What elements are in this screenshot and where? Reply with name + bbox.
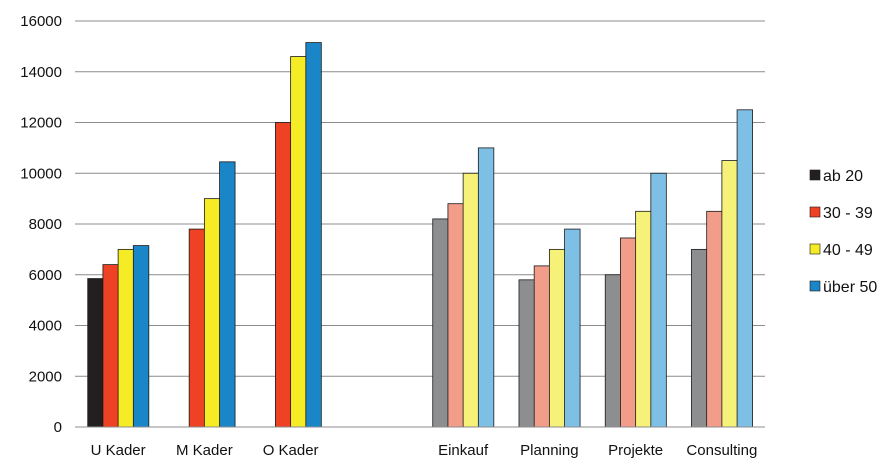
faded-series-bar [691, 248, 708, 428]
legend-swatch [809, 280, 821, 292]
faded-series-bar [721, 160, 738, 428]
faded-series-bar [635, 210, 652, 428]
x-tick-label: U Kader [91, 442, 146, 459]
faded-series-bar [564, 228, 581, 428]
y-tick-label: 6000 [29, 267, 62, 284]
faded-series-bar [432, 218, 449, 428]
legend-swatch [809, 243, 821, 255]
x-tick-label: M Kader [176, 442, 233, 459]
series-bar [117, 248, 135, 428]
x-tick-label: Consulting [686, 442, 757, 459]
series-bar [132, 245, 150, 428]
faded-series-bar [620, 237, 637, 428]
series-bar [290, 56, 307, 428]
legend-label: 30 - 39 [823, 205, 873, 222]
series-bar [203, 198, 221, 428]
faded-series-bar [477, 147, 495, 428]
series-bar [275, 122, 292, 428]
faded-series-bar [604, 274, 622, 428]
x-axis-tick-labels: U Kader M Kader O Kader Einkauf Planning Proj… [91, 442, 758, 459]
x-tick-label: Einkauf [438, 442, 489, 459]
x-tick-label: Planning [520, 442, 578, 459]
y-tick-label: 2000 [29, 368, 62, 385]
faded-series-bar [706, 210, 723, 428]
legend-swatch [809, 169, 821, 181]
bars [87, 42, 753, 428]
faded-series-bar [650, 172, 667, 428]
faded-series-bar [462, 172, 480, 428]
y-tick-label: 16000 [20, 13, 62, 30]
series-bar [305, 42, 322, 428]
y-tick-label: 14000 [20, 64, 62, 81]
series-bar [219, 161, 236, 428]
series-bar [188, 228, 206, 428]
faded-series-bar [518, 279, 535, 428]
y-tick-label: 4000 [29, 318, 62, 335]
legend-label: 40 - 49 [823, 242, 873, 259]
y-tick-label: 8000 [29, 216, 62, 233]
y-tick-label: 12000 [20, 115, 62, 132]
y-tick-label: 0 [54, 419, 62, 436]
faded-series-bar [548, 248, 566, 428]
legend-label: ab 20 [823, 168, 863, 185]
legend-label: über 50 [823, 279, 877, 296]
legend: ab 20 30 - 39 40 - 49 über 50 [809, 168, 877, 296]
faded-series-bar [533, 265, 551, 428]
legend-swatch [809, 206, 821, 218]
x-tick-label: O Kader [263, 442, 319, 459]
y-tick-label: 10000 [20, 165, 62, 182]
series-bar [87, 278, 104, 428]
x-tick-label: Projekte [608, 442, 663, 459]
faded-series-bar [736, 109, 753, 428]
faded-series-bar [447, 203, 464, 428]
series-bar [102, 264, 119, 428]
y-axis-tick-labels: 0 2000 4000 6000 8000 10000 12000 14000 16000 [20, 13, 62, 436]
